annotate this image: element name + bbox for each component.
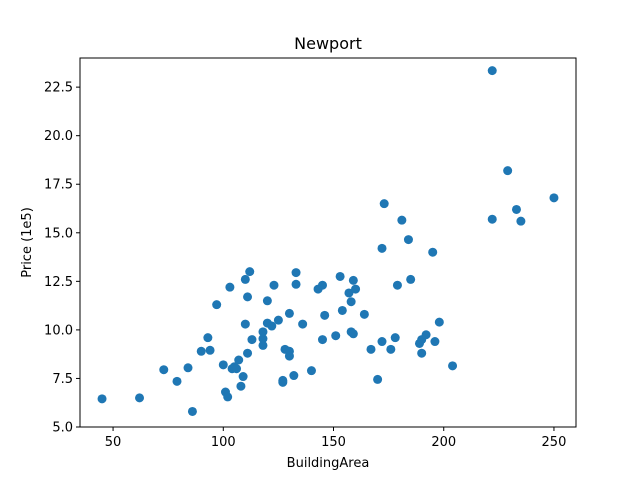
data-point: [203, 333, 213, 343]
x-tick-label: 100: [211, 435, 236, 450]
data-point: [218, 360, 228, 370]
data-point: [97, 394, 107, 404]
data-point: [373, 374, 383, 384]
data-point: [196, 346, 206, 356]
data-point: [448, 361, 458, 371]
data-point: [258, 340, 268, 350]
y-tick-label: 20.0: [44, 129, 73, 144]
data-point: [549, 193, 559, 203]
data-point: [344, 288, 354, 298]
chart-title: Newport: [294, 34, 362, 53]
data-point: [243, 292, 253, 302]
x-axis-title: BuildingArea: [287, 456, 370, 471]
data-point: [503, 166, 513, 176]
data-point: [262, 296, 272, 306]
data-point: [428, 247, 438, 257]
data-point: [348, 275, 358, 285]
y-tick-label: 22.5: [44, 81, 73, 96]
data-point: [487, 66, 497, 76]
data-point: [205, 345, 215, 355]
data-point: [238, 372, 248, 382]
data-point: [291, 268, 301, 278]
data-point: [397, 215, 407, 225]
data-point: [403, 235, 413, 245]
data-point: [406, 274, 416, 284]
data-point: [236, 381, 246, 391]
data-point: [289, 371, 299, 381]
data-point: [331, 331, 341, 341]
data-point: [159, 365, 169, 375]
data-point: [240, 274, 250, 284]
data-point: [434, 317, 444, 327]
data-point: [320, 310, 330, 320]
data-point: [377, 337, 387, 347]
x-tick-label: 150: [321, 435, 346, 450]
data-point: [135, 393, 145, 403]
x-axis-ticks: 50 100 150 200 250: [105, 427, 567, 450]
data-point: [223, 392, 233, 402]
data-point: [390, 333, 400, 343]
data-point: [267, 321, 277, 331]
data-point: [337, 305, 347, 315]
x-tick-label: 50: [105, 435, 122, 450]
data-point: [212, 300, 222, 310]
y-axis-ticks: 5.0 7.5 10.0 12.5 15.0 17.5 20.0 22.5: [44, 81, 80, 436]
data-point: [291, 279, 301, 289]
data-point: [245, 267, 255, 277]
data-point: [417, 348, 427, 358]
data-point: [421, 330, 431, 340]
data-point: [511, 204, 521, 214]
data-point: [346, 297, 356, 307]
plot-area-frame: [79, 57, 577, 428]
data-point: [351, 284, 361, 294]
data-point: [273, 315, 283, 325]
data-point: [430, 337, 440, 347]
data-point: [487, 214, 497, 224]
data-point: [243, 348, 253, 358]
y-axis-title: Price (1e5): [20, 207, 35, 278]
data-point: [317, 280, 327, 290]
data-points: [97, 66, 559, 416]
y-tick-label: 10.0: [44, 323, 73, 338]
data-point: [379, 199, 389, 209]
y-tick-label: 5.0: [52, 421, 73, 436]
data-point: [298, 319, 308, 329]
data-point: [348, 329, 358, 339]
data-point: [258, 334, 268, 344]
data-point: [278, 375, 288, 385]
data-point: [306, 366, 316, 376]
data-point: [377, 243, 387, 253]
data-point: [335, 271, 345, 281]
y-tick-label: 15.0: [44, 226, 73, 241]
data-point: [317, 335, 327, 345]
data-point: [240, 319, 250, 329]
data-point: [225, 282, 235, 292]
data-point: [366, 344, 376, 354]
data-point: [172, 376, 182, 386]
data-point: [247, 335, 257, 345]
data-point: [284, 308, 294, 318]
data-point: [234, 355, 244, 365]
data-point: [187, 406, 197, 416]
y-tick-label: 7.5: [52, 372, 73, 387]
data-point: [359, 309, 369, 319]
data-point: [392, 280, 402, 290]
y-tick-label: 17.5: [44, 178, 73, 193]
data-point: [258, 327, 268, 337]
x-tick-label: 250: [542, 435, 567, 450]
y-tick-label: 12.5: [44, 275, 73, 290]
x-tick-label: 200: [431, 435, 456, 450]
data-point: [386, 344, 396, 354]
data-point: [516, 216, 526, 226]
data-point: [269, 280, 279, 290]
data-point: [232, 364, 242, 374]
data-point: [183, 363, 193, 373]
data-point: [284, 351, 294, 361]
